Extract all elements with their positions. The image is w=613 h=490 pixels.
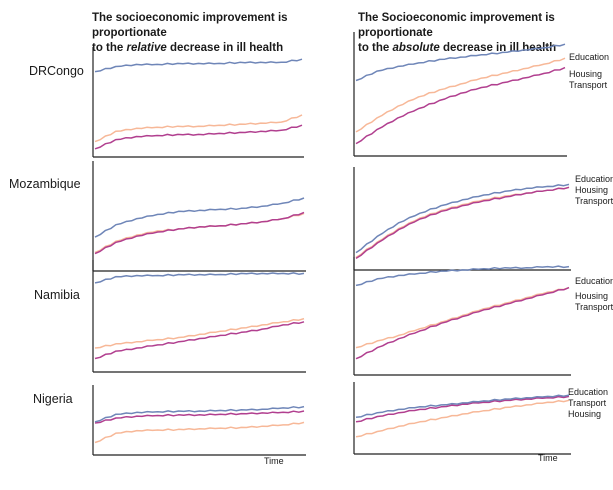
series-line-transport [355, 186, 570, 260]
series-line-housing [355, 186, 570, 259]
series-line-education [355, 394, 570, 418]
country-label-nigeria: Nigeria [33, 392, 73, 406]
legend-item: Education [568, 387, 609, 397]
country-label-namibia: Namibia [34, 288, 80, 302]
series-line-housing [94, 114, 303, 143]
legend-nigeria: Education Transport Housing [568, 387, 608, 420]
left-heading-pre: to the [92, 42, 127, 54]
legend-item: Transport [575, 302, 613, 312]
legend-item: Transport [569, 80, 608, 90]
series-line-transport [94, 124, 303, 150]
legend-item: Education [569, 52, 610, 62]
legend-drcongo: Education Housing Transport [569, 52, 609, 91]
right-heading-line2: to the absolute decrease in ill health [358, 41, 608, 56]
series-line-transport [355, 286, 570, 360]
series-line-housing [94, 317, 305, 349]
legend-item: Housing [568, 409, 602, 419]
chart-mozambique-relative [92, 161, 306, 272]
left-heading-emphasis: relative [126, 42, 167, 54]
legend-item: Transport [568, 398, 607, 408]
series-line-housing [94, 421, 305, 444]
legend-item: Transport [575, 196, 613, 206]
chart-namibia-relative [92, 260, 306, 373]
time-axis-label-right: Time [538, 453, 558, 463]
series-line-housing [355, 286, 570, 349]
chart-namibia-absolute [353, 257, 571, 376]
legend-item: Housing [575, 185, 609, 195]
country-label-mozambique: Mozambique [9, 177, 81, 191]
legend-namibia: Education Housing Transport [575, 276, 613, 313]
series-line-transport [94, 211, 305, 255]
legend-item: Housing [569, 69, 603, 79]
legend-item: Housing [575, 291, 609, 301]
legend-item: Education [575, 276, 613, 286]
series-line-transport [355, 66, 566, 145]
series-line-housing [355, 57, 566, 133]
series-line-education [355, 183, 570, 254]
chart-mozambique-absolute [353, 167, 571, 271]
legend-mozambique: Education Housing Transport [575, 174, 613, 207]
series-line-education [94, 58, 303, 73]
right-heading-line1: The Socioeconomic improvement is proport… [358, 12, 555, 39]
right-heading-emphasis: absolute [392, 42, 440, 54]
series-line-education [94, 197, 305, 238]
chart-drcongo-absolute [353, 32, 567, 157]
series-line-education [94, 272, 305, 284]
left-column-heading: The socioeconomic improvement is proport… [92, 11, 322, 56]
series-line-housing [355, 399, 570, 438]
series-line-education [355, 265, 570, 287]
chart-nigeria-relative [92, 385, 306, 456]
left-heading-line2: to the relative decrease in ill health [92, 41, 322, 56]
left-heading-post: decrease in ill health [166, 42, 284, 54]
time-axis-label-left: Time [264, 456, 284, 466]
left-heading-line1: The socioeconomic improvement is proport… [92, 12, 288, 39]
right-column-heading: The Socioeconomic improvement is proport… [358, 11, 608, 56]
series-line-transport [94, 321, 305, 360]
chart-drcongo-relative [92, 47, 304, 158]
chart-nigeria-absolute [353, 382, 571, 455]
right-heading-post: decrease in ill health [439, 42, 557, 54]
series-line-education [355, 43, 566, 82]
legend-item: Education [575, 174, 613, 184]
country-label-drcongo: DRCongo [29, 64, 84, 78]
series-line-education [94, 405, 305, 423]
series-line-transport [94, 410, 305, 424]
right-heading-pre: to the [358, 42, 393, 54]
series-line-transport [355, 395, 570, 423]
